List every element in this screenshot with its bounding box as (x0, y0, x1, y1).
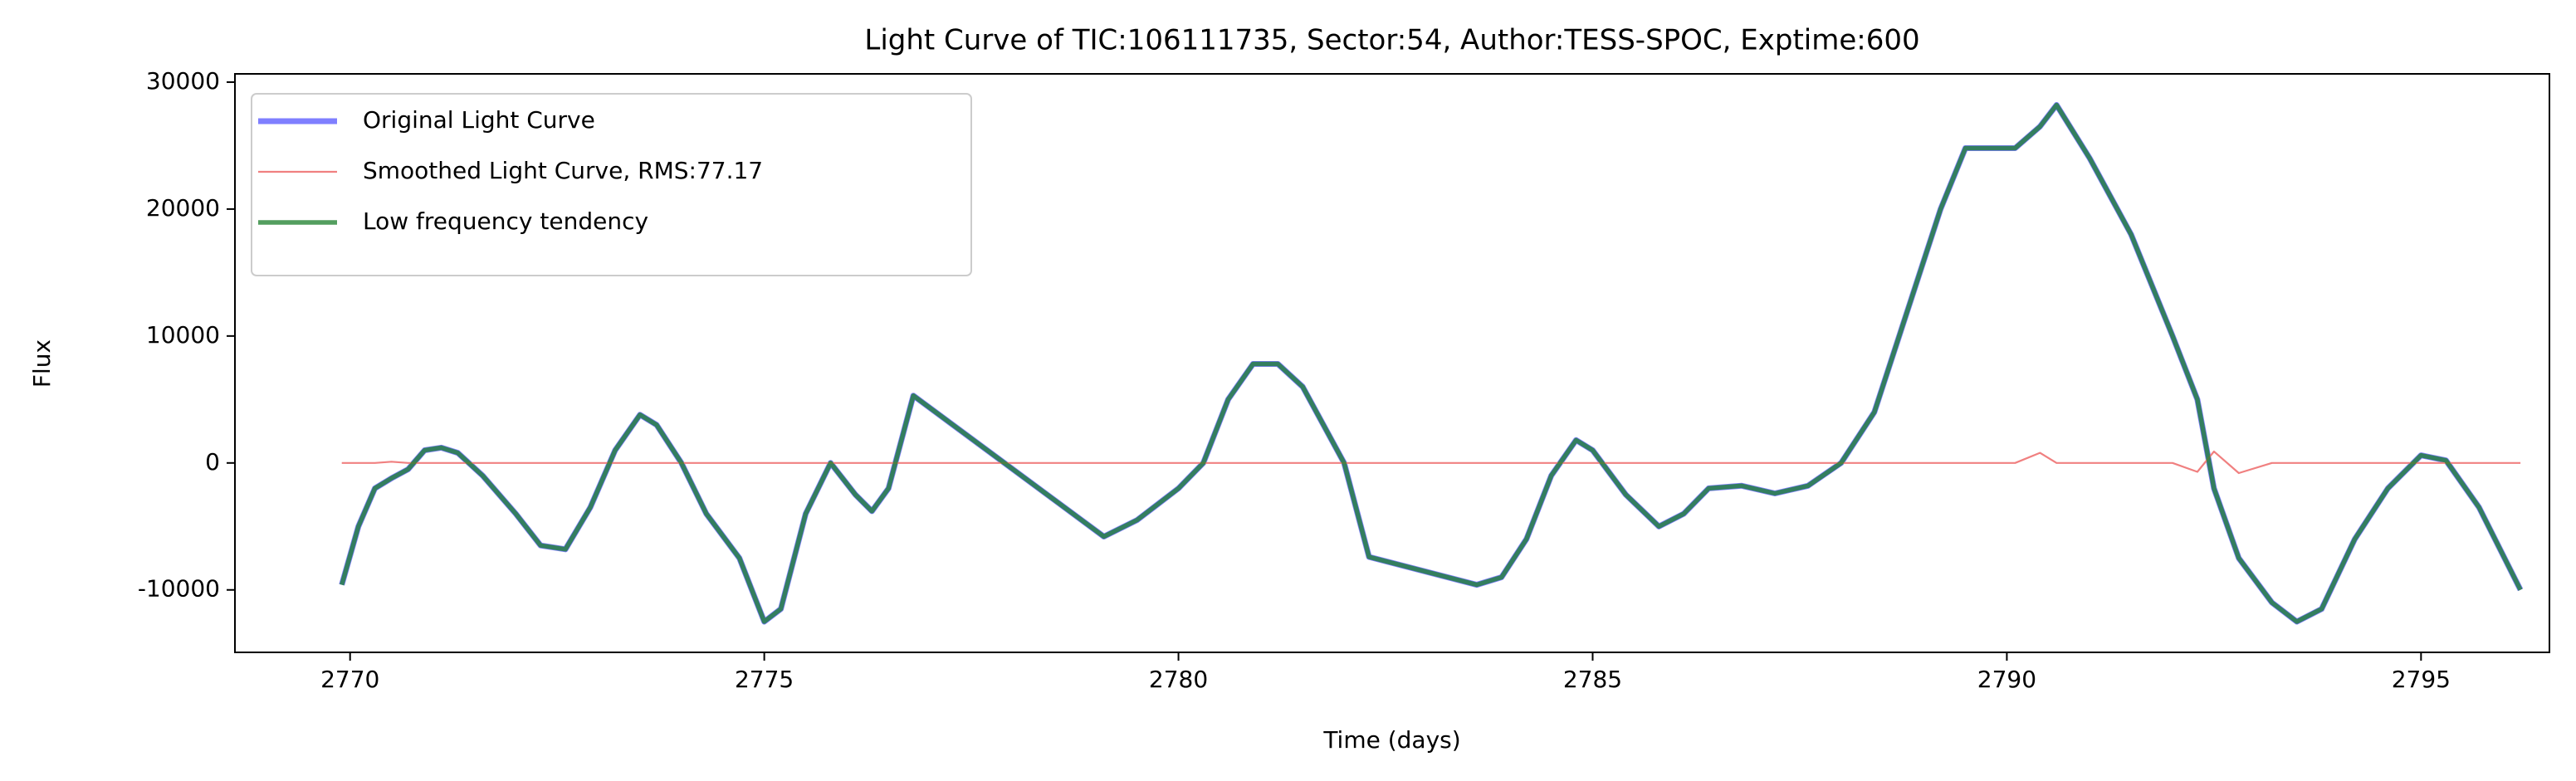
series-line (340, 102, 2523, 624)
chart-title: Light Curve of TIC:106111735, Sector:54,… (864, 24, 1919, 57)
x-tick-label: 2770 (320, 666, 379, 693)
plot-frame (234, 73, 2550, 653)
y-tick-label: 30000 (146, 67, 220, 95)
y-axis-label: Flux (28, 339, 56, 388)
legend-label: Smoothed Light Curve, RMS:77.17 (363, 157, 763, 184)
series-line (341, 450, 2521, 475)
y-tick-label: -10000 (138, 575, 220, 603)
x-tick-label: 2795 (2392, 666, 2451, 693)
x-tick-label: 2780 (1149, 666, 1208, 693)
y-tick-label: 20000 (146, 194, 220, 222)
x-tick-label: 2785 (1563, 666, 1622, 693)
x-axis-label: Time (days) (1322, 726, 1460, 754)
x-tick-label: 2790 (1977, 666, 2036, 693)
legend-label: Low frequency tendency (363, 207, 648, 235)
x-tick-label: 2775 (735, 666, 794, 693)
y-tick-label: 0 (205, 448, 220, 476)
legend-box (251, 93, 972, 276)
legend-label: Original Light Curve (363, 106, 595, 134)
y-tick-label: 10000 (146, 321, 220, 349)
